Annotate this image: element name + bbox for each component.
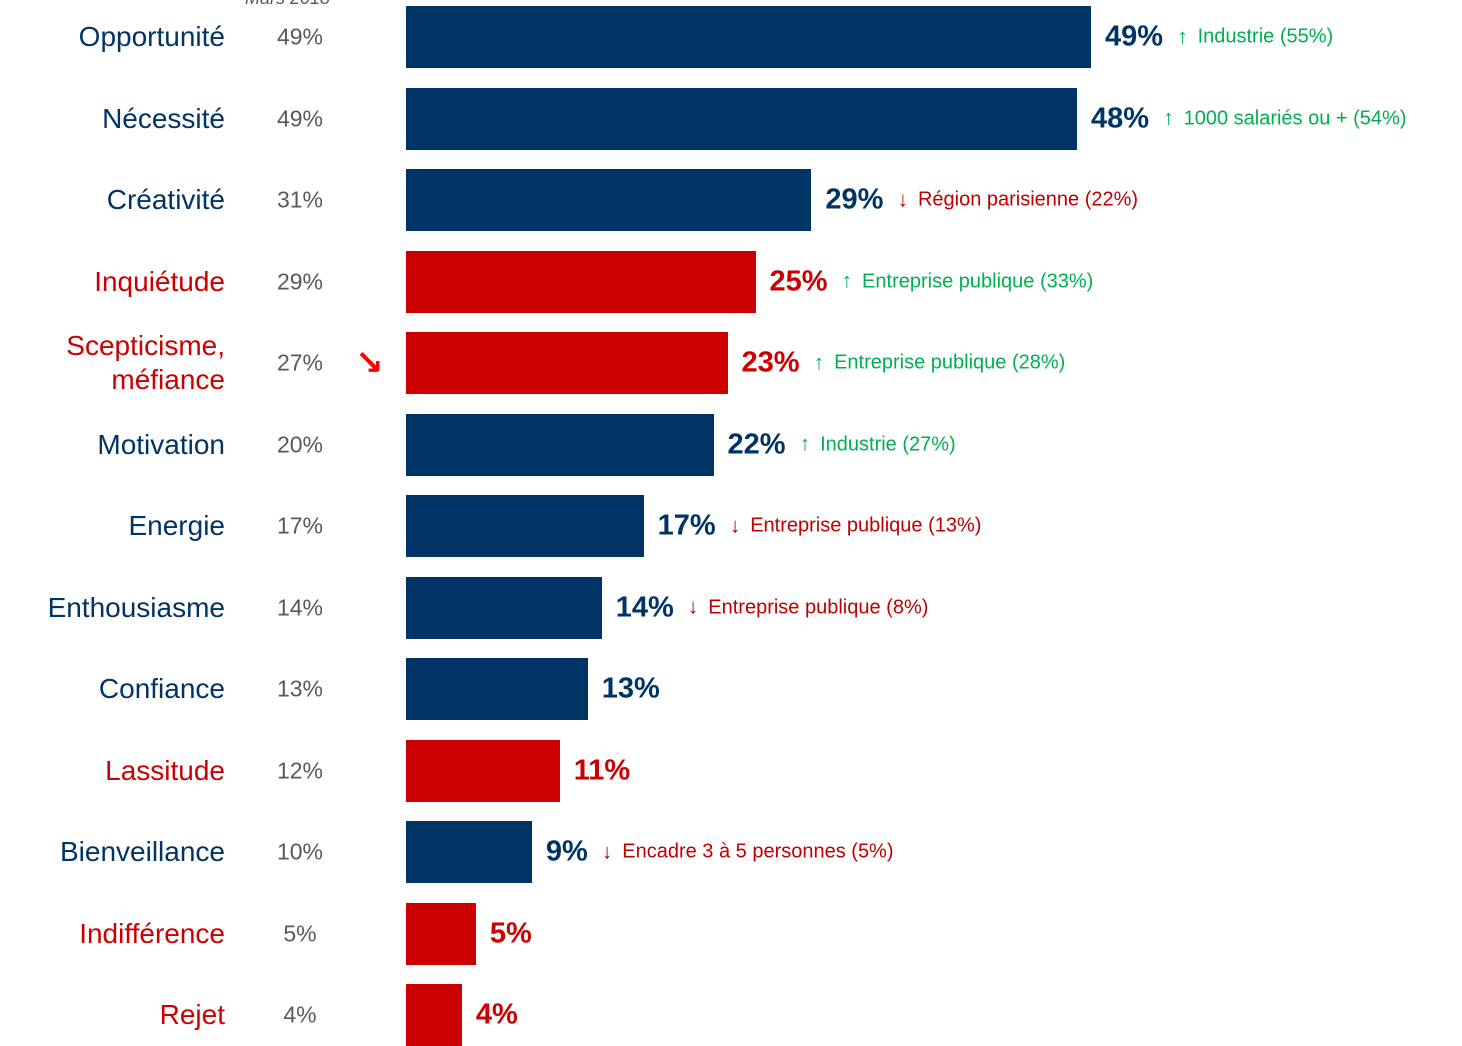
value-label: 9% bbox=[545, 835, 588, 868]
value-label: 29% bbox=[825, 183, 884, 216]
value-label: 5% bbox=[489, 917, 532, 949]
category-label: Motivation bbox=[97, 428, 225, 460]
bar-label-row: 49% ↑ Industrie (55%) bbox=[1105, 21, 1333, 54]
bar-label-row: 25% ↑ Entreprise publique (33%) bbox=[770, 265, 1094, 298]
value-label: 22% bbox=[727, 428, 786, 460]
bar bbox=[406, 413, 714, 476]
bar-label-row: 23% ↑ Entreprise publique (28%) bbox=[742, 347, 1066, 380]
previous-value: 49% bbox=[276, 105, 324, 131]
category-label: Créativité bbox=[106, 184, 225, 215]
annotation: Industrie (55%) bbox=[1197, 25, 1334, 48]
category-label: Lassitude bbox=[105, 754, 225, 786]
bar bbox=[406, 6, 1092, 68]
annotation: Entreprise publique (8%) bbox=[708, 596, 929, 618]
value-label: 4% bbox=[475, 998, 518, 1031]
category-label: Enthousiasme bbox=[47, 591, 225, 623]
previous-value: 49% bbox=[276, 23, 324, 50]
series-name: Mars 2018 bbox=[245, 0, 330, 9]
value-label: 23% bbox=[741, 346, 800, 379]
previous-value: 5% bbox=[283, 920, 317, 946]
annotation-arrow: ↓ bbox=[897, 188, 908, 211]
previous-value: 4% bbox=[283, 1001, 317, 1028]
previous-value: 13% bbox=[276, 675, 324, 702]
annotation: Entreprise publique (33%) bbox=[862, 270, 1094, 292]
category-label: Rejet bbox=[159, 999, 225, 1030]
bar bbox=[406, 739, 560, 802]
previous-value: 10% bbox=[276, 838, 324, 865]
annotation-arrow: ↑ bbox=[813, 351, 825, 374]
previous-value: 17% bbox=[276, 512, 324, 539]
bar-label-row: 9% ↓ Encadre 3 à 5 personnes (5%) bbox=[546, 836, 894, 869]
annotation: Entreprise publique (13%) bbox=[750, 514, 982, 537]
previous-value: 12% bbox=[276, 757, 324, 783]
annotation-arrow: ↓ bbox=[687, 595, 699, 619]
annotation-arrow: ↑ bbox=[1177, 25, 1188, 48]
annotation: Entreprise publique (28%) bbox=[834, 351, 1066, 374]
bar-label-row: 29% ↓ Région parisienne (22%) bbox=[825, 184, 1138, 217]
value-label: 14% bbox=[615, 591, 674, 623]
category-label: Bienveillance bbox=[60, 836, 225, 867]
value-label: 11% bbox=[573, 754, 631, 786]
annotation: Industrie (27%) bbox=[820, 433, 956, 455]
annotation: 1000 salariés ou + (54%) bbox=[1183, 107, 1407, 129]
category-label: Inquiétude bbox=[94, 265, 225, 297]
annotation-arrow: ↑ bbox=[799, 432, 811, 456]
bar-label-row: 13% bbox=[602, 673, 664, 706]
previous-value: 27% bbox=[276, 349, 324, 376]
previous-value: 14% bbox=[276, 594, 324, 620]
bar bbox=[406, 576, 602, 639]
category-label: Energie bbox=[128, 510, 225, 541]
value-label: 17% bbox=[657, 509, 716, 542]
previous-value: 29% bbox=[276, 268, 324, 294]
category-label: Indifférence bbox=[79, 917, 225, 949]
bar-label-row: 48% ↑ 1000 salariés ou + (54%) bbox=[1091, 102, 1406, 135]
value-label: 49% bbox=[1105, 20, 1164, 53]
annotation-arrow: ↓ bbox=[729, 514, 741, 537]
bar bbox=[406, 87, 1078, 150]
bar bbox=[406, 332, 728, 394]
category-label: Confiance bbox=[98, 673, 225, 704]
bar bbox=[406, 250, 756, 313]
bar bbox=[406, 821, 532, 883]
annotation-arrow: ↓ bbox=[601, 840, 613, 863]
change-marker: ↘ bbox=[355, 344, 384, 382]
previous-value: 31% bbox=[276, 186, 324, 213]
category-label: Opportunité bbox=[78, 21, 225, 52]
bar-label-row: 14% ↓ Entreprise publique (8%) bbox=[616, 591, 929, 624]
bar-label-row: 11% bbox=[574, 754, 634, 787]
annotation-arrow: ↑ bbox=[1163, 106, 1174, 130]
bar-label-row: 4% bbox=[476, 999, 522, 1032]
value-label: 25% bbox=[769, 265, 828, 297]
bar bbox=[406, 495, 644, 557]
bar-label-row: 5% bbox=[490, 917, 536, 950]
bar bbox=[406, 984, 462, 1046]
bar-label-row: 17% ↓ Entreprise publique (13%) bbox=[658, 510, 982, 543]
annotation: Région parisienne (22%) bbox=[917, 188, 1139, 211]
bar bbox=[406, 902, 476, 965]
category-label: Nécessité bbox=[102, 102, 225, 134]
bar bbox=[406, 169, 812, 231]
previous-value: 20% bbox=[276, 431, 324, 457]
bar bbox=[406, 658, 588, 720]
annotation-arrow: ↑ bbox=[841, 269, 853, 293]
bar-label-row: 22% ↑ Industrie (27%) bbox=[728, 428, 956, 461]
value-label: 13% bbox=[601, 672, 660, 705]
category-label: Scepticisme, méfiance bbox=[66, 330, 225, 395]
annotation: Encadre 3 à 5 personnes (5%) bbox=[622, 840, 894, 863]
value-label: 48% bbox=[1091, 102, 1150, 134]
